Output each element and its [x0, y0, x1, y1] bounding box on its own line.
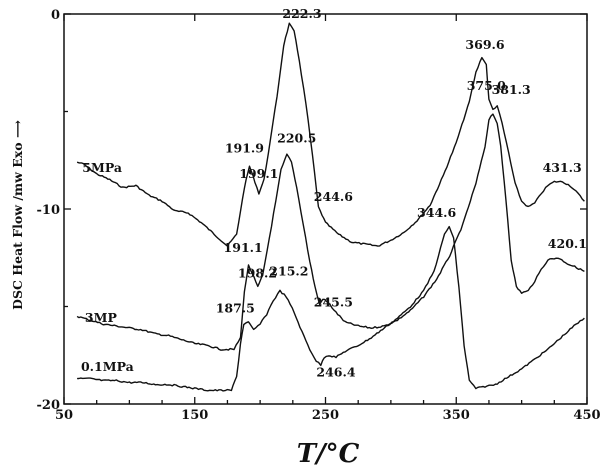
peak-label: 344.6 [417, 205, 456, 220]
peak-label: 222.3 [282, 6, 321, 21]
annotations-group: 5MPa 3MP 0.1MPa 222.3 191.9 199.1 244.6 220.5 19… [81, 6, 587, 380]
peak-label: 215.2 [269, 263, 308, 278]
series-line-0-1mpa [77, 225, 585, 392]
peak-label: 199.1 [239, 166, 278, 181]
series-label: 5MPa [82, 160, 122, 175]
y-tick-label: -10 [37, 203, 61, 218]
peak-label: 244.6 [314, 189, 353, 204]
series-curves-group [76, 22, 585, 392]
peak-label: 381.3 [492, 82, 531, 97]
series-label: 3MP [85, 310, 118, 325]
peak-label: 187.5 [216, 300, 255, 315]
plot-frame-group [63, 13, 588, 405]
x-axis-title: T/°C [297, 439, 360, 469]
x-tick-label: 150 [181, 408, 208, 423]
y-tick-label: -20 [37, 398, 61, 413]
plot-border [63, 13, 588, 405]
x-tick-label: 350 [443, 408, 470, 423]
peak-label: 220.5 [277, 131, 316, 146]
peak-label: 246.4 [316, 365, 355, 380]
peak-label: 198.2 [238, 265, 277, 280]
peak-label: 191.1 [224, 240, 263, 255]
peak-label: 191.9 [225, 140, 264, 155]
series-line-3mp [76, 113, 585, 351]
y-axis-title: DSC Heat Flow /mw Exo ⟶ [10, 120, 25, 310]
peak-label: 375.0 [467, 78, 506, 93]
series-label: 0.1MPa [81, 359, 134, 374]
x-tick-label: 250 [312, 408, 339, 423]
peak-label: 420.1 [548, 236, 587, 251]
peak-label: 369.6 [465, 37, 504, 52]
series-line-5mpa [76, 22, 585, 247]
peak-label: 431.3 [543, 160, 582, 175]
x-tick-label: 450 [573, 408, 600, 423]
peak-label: 245.5 [314, 295, 353, 310]
y-tick-label: 0 [51, 8, 60, 23]
axis-ticks-group: 50 150 250 350 450 0 -10 -20 [37, 8, 600, 423]
x-tick-label: 50 [55, 408, 73, 423]
